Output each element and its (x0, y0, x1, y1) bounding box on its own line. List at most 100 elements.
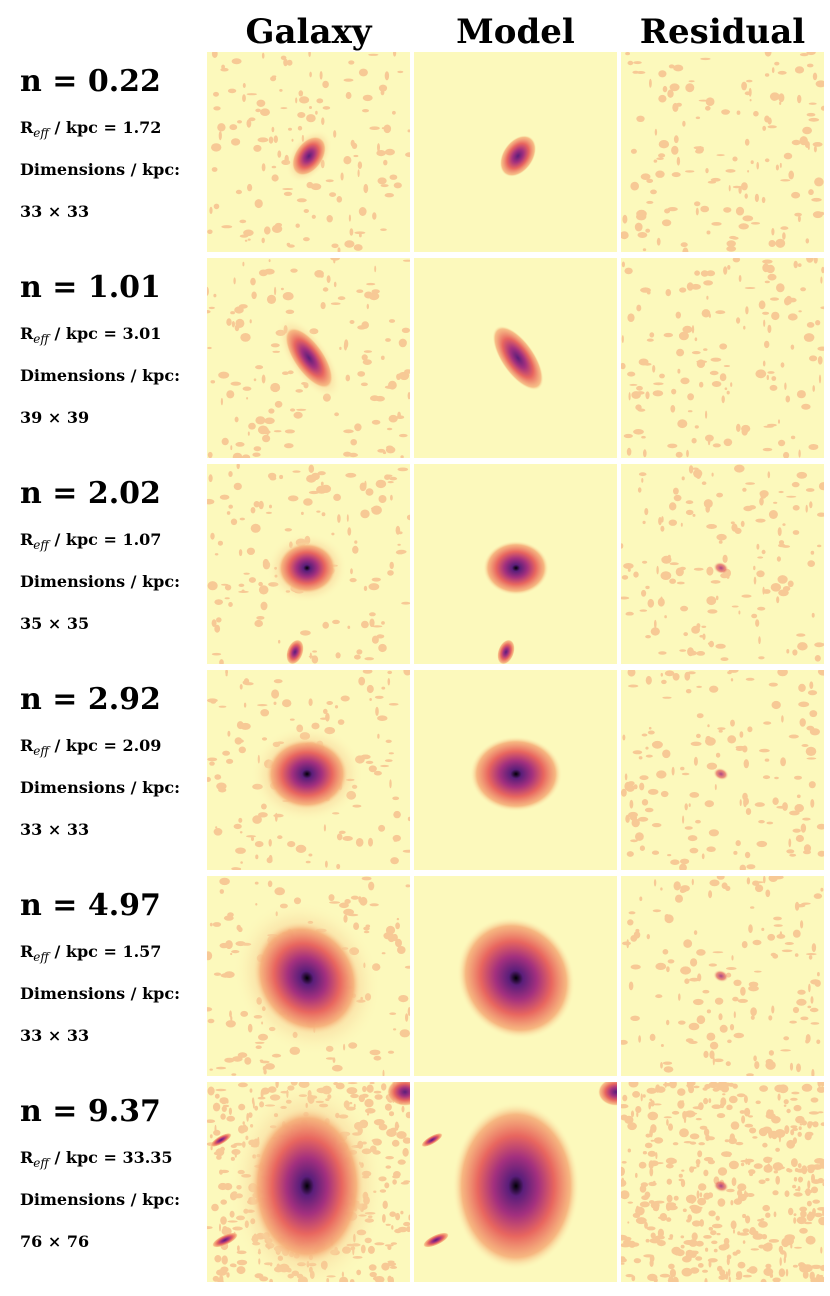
galaxy-image (207, 670, 410, 870)
galaxy-image-svg (207, 670, 410, 870)
effective-radius-label: Reff / kpc = 1.07 (20, 530, 162, 552)
noise-speckle (621, 876, 824, 1076)
galaxy-blob (452, 1102, 580, 1270)
model-image-svg (492, 325, 544, 391)
residual-image (621, 876, 824, 1076)
residual-image-svg (621, 258, 824, 458)
galaxy-image (207, 52, 410, 252)
galaxy-blob (713, 767, 729, 781)
effective-radius-label: Reff / kpc = 2.09 (20, 736, 162, 758)
dimensions-label: Dimensions / kpc: (20, 984, 180, 1003)
noise-speckle (207, 464, 410, 664)
noise-speckle (621, 258, 824, 458)
galaxy-row: n = 2.92 Reff / kpc = 2.09 Dimensions / … (0, 670, 830, 870)
dimensions-value: 33 × 33 (20, 202, 90, 221)
residual-image-svg (621, 876, 824, 1076)
sersic-index-label: n = 1.01 (20, 270, 161, 305)
galaxy-row: n = 4.97 Reff / kpc = 1.57 Dimensions / … (0, 876, 830, 1076)
effective-radius-label: Reff / kpc = 1.72 (20, 118, 162, 140)
galaxy-blob (210, 1133, 232, 1147)
dimensions-value: 35 × 35 (20, 614, 90, 633)
dimensions-label: Dimensions / kpc: (20, 1190, 180, 1209)
galaxy-image-svg (207, 258, 410, 458)
noise-speckle (621, 464, 824, 662)
galaxy-row: n = 0.22 Reff / kpc = 1.72 Dimensions / … (0, 52, 830, 252)
galaxy-image-svg (207, 1082, 410, 1282)
residual-image (621, 1082, 824, 1282)
galaxy-image (207, 258, 410, 458)
galaxy-blob (421, 1133, 443, 1147)
model-image-svg (483, 540, 549, 664)
galaxy-image (207, 464, 410, 664)
residual-image-svg (621, 670, 824, 870)
galaxy-blob (265, 738, 349, 810)
model-image-svg (421, 1082, 617, 1270)
residual-image (621, 52, 824, 252)
model-image (414, 464, 617, 664)
galaxy-image-svg (207, 876, 410, 1076)
model-image (414, 52, 617, 252)
galaxy-blob (469, 736, 563, 812)
effective-radius-label: Reff / kpc = 33.35 (20, 1148, 173, 1170)
galaxy-row: n = 2.02 Reff / kpc = 1.07 Dimensions / … (0, 464, 830, 664)
sersic-index-label: n = 0.22 (20, 64, 161, 99)
model-image-svg (456, 916, 576, 1040)
row-info: n = 4.97 Reff / kpc = 1.57 Dimensions / … (20, 876, 210, 1076)
galaxy-blob (713, 1179, 729, 1193)
residual-image-svg (621, 464, 824, 662)
model-image-svg (499, 135, 537, 177)
galaxy-image (207, 1082, 410, 1282)
effective-radius-label: Reff / kpc = 1.57 (20, 942, 162, 964)
galaxy-blob (277, 542, 337, 594)
galaxy-blob (249, 1106, 365, 1266)
galaxy-blob (456, 916, 576, 1040)
sersic-index-label: n = 2.02 (20, 476, 161, 511)
galaxy-blob (713, 561, 729, 575)
galaxy-image-svg (207, 464, 410, 664)
galaxy-blob (499, 135, 537, 177)
row-info: n = 2.92 Reff / kpc = 2.09 Dimensions / … (20, 670, 210, 870)
residual-image (621, 464, 824, 664)
model-image (414, 258, 617, 458)
noise-speckle (621, 52, 824, 252)
galaxy-blob (291, 136, 327, 176)
galaxy-blob (284, 327, 334, 389)
noise-speckle (621, 670, 824, 870)
dimensions-value: 39 × 39 (20, 408, 90, 427)
galaxy-blob (286, 639, 304, 664)
sersic-index-label: n = 9.37 (20, 1094, 161, 1129)
galaxy-blob (212, 1232, 238, 1248)
galaxy-blob (387, 1082, 410, 1106)
residual-image-svg (621, 1082, 824, 1282)
galaxy-blob (483, 540, 549, 596)
model-image-svg (469, 736, 563, 812)
row-info: n = 0.22 Reff / kpc = 1.72 Dimensions / … (20, 52, 210, 252)
dimensions-label: Dimensions / kpc: (20, 572, 180, 591)
galaxy-blob (713, 969, 729, 983)
galaxy-blob (423, 1232, 449, 1248)
row-info: n = 1.01 Reff / kpc = 3.01 Dimensions / … (20, 258, 210, 458)
residual-image-svg (621, 52, 824, 252)
noise-speckle (621, 1082, 824, 1282)
effective-radius-label: Reff / kpc = 3.01 (20, 324, 162, 346)
residual-image (621, 670, 824, 870)
galaxy-row: n = 9.37 Reff / kpc = 33.35 Dimensions /… (0, 1082, 830, 1282)
noise-speckle (207, 258, 410, 458)
model-column-header: Model (456, 12, 575, 52)
dimensions-value: 33 × 33 (20, 820, 90, 839)
model-image (414, 1082, 617, 1282)
noise-speckle (207, 52, 410, 252)
galaxy-row: n = 1.01 Reff / kpc = 3.01 Dimensions / … (0, 258, 830, 458)
dimensions-label: Dimensions / kpc: (20, 160, 180, 179)
dimensions-value: 76 × 76 (20, 1232, 90, 1251)
dimensions-label: Dimensions / kpc: (20, 778, 180, 797)
residual-image (621, 258, 824, 458)
galaxy-image (207, 876, 410, 1076)
galaxy-image-svg (207, 52, 410, 252)
sersic-index-label: n = 2.92 (20, 682, 161, 717)
galaxy-blob (497, 639, 515, 664)
galaxy-column-header: Galaxy (245, 12, 372, 52)
dimensions-label: Dimensions / kpc: (20, 366, 180, 385)
dimensions-value: 33 × 33 (20, 1026, 90, 1045)
residual-column-header: Residual (639, 12, 806, 52)
